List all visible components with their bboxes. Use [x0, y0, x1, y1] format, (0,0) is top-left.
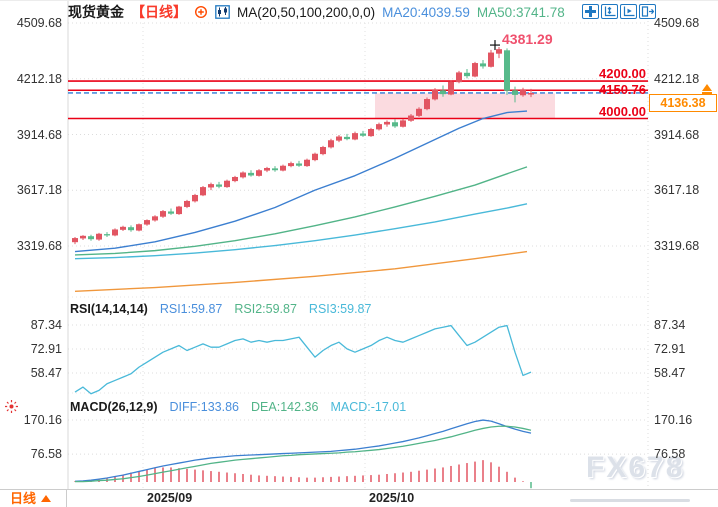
swing-high-label: 4381.29: [502, 31, 553, 47]
macd-legend-row: MACD(26,12,9) DIFF:133.86 DEA:142.36 MAC…: [70, 400, 406, 414]
pan-tool-button[interactable]: [582, 4, 599, 19]
time-axis-bar: [0, 489, 718, 507]
fit-vertical-button[interactable]: [601, 4, 618, 19]
watermark: FX678: [586, 451, 685, 484]
timeframe-tag: 【日线】: [131, 4, 187, 20]
chart-toolbar: 现货黄金 【日线】 MA(20,50,100,200,0,0) MA20:403…: [68, 2, 565, 22]
ma50-value: MA50:3741.78: [476, 4, 565, 20]
horizontal-scrollbar[interactable]: [570, 499, 690, 502]
symbol-name: 现货黄金: [68, 4, 124, 20]
candlestick-chart-icon[interactable]: [215, 5, 230, 19]
indicator-settings-icon[interactable]: [2, 399, 20, 415]
ma20-value: MA20:4039.59: [382, 4, 470, 20]
window-controls: [582, 4, 656, 19]
price-up-marker-icon: [702, 84, 712, 91]
rsi2-value: RSI2:59.87: [234, 302, 297, 316]
macd-dea-value: DEA:142.36: [251, 400, 319, 414]
chevron-up-icon: [41, 495, 52, 502]
price-up-marker-bar: [702, 92, 712, 94]
rsi3-value: RSI3:59.87: [308, 302, 372, 316]
ma-settings-label: MA(20,50,100,200,0,0): [237, 4, 376, 20]
rsi1-value: RSI1:59.87: [159, 302, 223, 316]
add-indicator-icon[interactable]: [194, 5, 208, 19]
rsi-title: RSI(14,14,14): [70, 302, 148, 316]
current-price-badge: 4136.38: [649, 94, 717, 112]
macd-diff-value: DIFF:133.86: [169, 400, 240, 414]
macd-value: MACD:-17.01: [330, 400, 407, 414]
timeframe-selector-label: 日线: [10, 490, 37, 506]
auto-scroll-button[interactable]: [620, 4, 637, 19]
macd-title: MACD(26,12,9): [70, 400, 158, 414]
exit-fullscreen-button[interactable]: [639, 4, 656, 19]
timeframe-selector-button[interactable]: 日线: [0, 490, 67, 507]
rsi-legend-row: RSI(14,14,14) RSI1:59.87 RSI2:59.87 RSI3…: [70, 302, 371, 316]
